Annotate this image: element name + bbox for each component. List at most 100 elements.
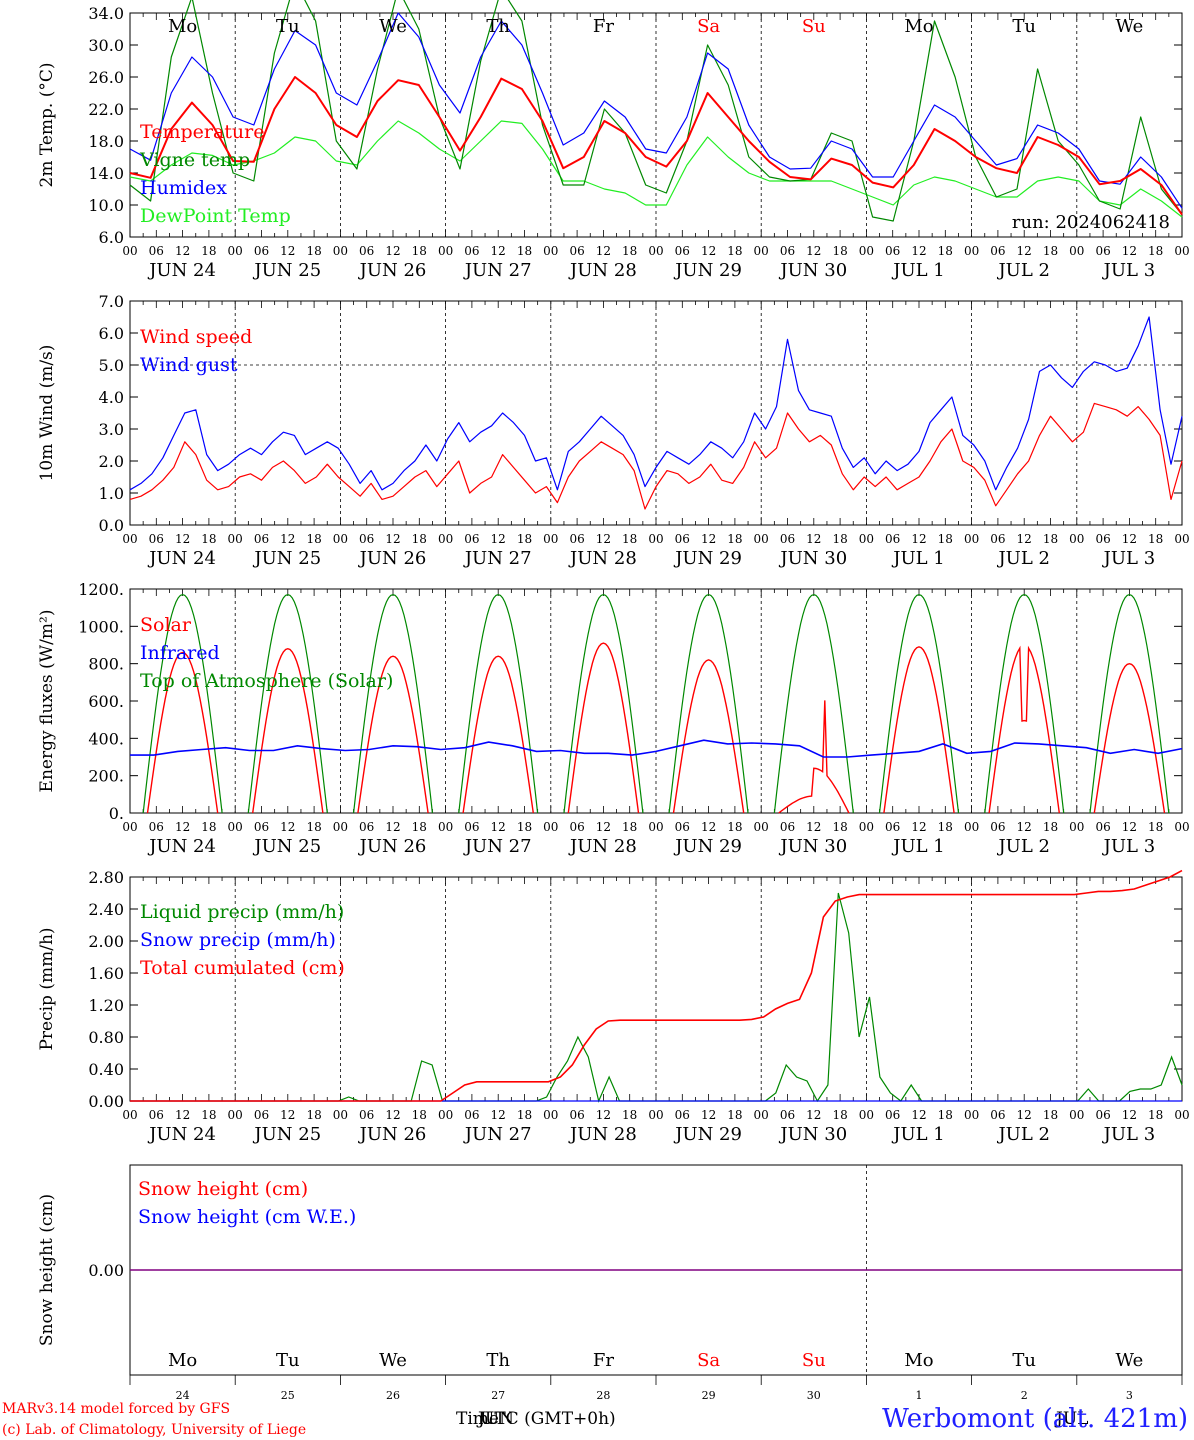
energy-hour-tick-label: 06 — [359, 820, 374, 834]
temperature-hour-tick-label: 18 — [1043, 244, 1058, 258]
temperature-day-name: Mo — [904, 16, 933, 37]
wind-hour-tick-label: 06 — [359, 532, 374, 546]
energy-y-tick-label: 400. — [88, 729, 124, 748]
precip-y-tick-label: 2.80 — [88, 868, 124, 887]
energy-series-toa-day — [1089, 593, 1170, 814]
temperature-hour-tick-label: 12 — [1122, 244, 1137, 258]
precip-date-label: JUN 30 — [778, 1124, 847, 1145]
precip-hour-tick-label: 06 — [569, 1108, 584, 1122]
wind-hour-tick-label: 06 — [675, 532, 690, 546]
temperature-hour-tick-label: 00 — [859, 244, 874, 258]
energy-hour-tick-label: 00 — [648, 820, 663, 834]
temperature-date-label: JUN 29 — [673, 260, 742, 281]
wind-hour-tick-label: 00 — [228, 532, 243, 546]
temperature-hour-tick-label: 06 — [780, 244, 795, 258]
wind-hour-tick-label: 00 — [1069, 532, 1084, 546]
wind-hour-tick-label: 00 — [1174, 532, 1189, 546]
wind-date-label: JUN 25 — [252, 548, 321, 569]
wind-hour-tick-label: 00 — [859, 532, 874, 546]
temperature-legend-entry: Vigne temp — [139, 149, 250, 171]
wind-hour-tick-label: 00 — [438, 532, 453, 546]
energy-series-solar-day — [462, 655, 534, 814]
temperature-hour-tick-label: 06 — [464, 244, 479, 258]
temperature-hour-tick-label: 18 — [938, 244, 953, 258]
wind-y-tick-label: 2.0 — [99, 452, 124, 471]
temperature-hour-tick-label: 00 — [648, 244, 663, 258]
temperature-date-label: JUL 2 — [996, 260, 1050, 281]
wind-hour-tick-label: 18 — [1148, 532, 1163, 546]
precip-hour-tick-label: 00 — [122, 1108, 137, 1122]
temperature-frame — [129, 12, 1183, 238]
precip-hour-tick-label: 18 — [938, 1108, 953, 1122]
snow-day-name: Fr — [593, 1350, 614, 1371]
wind-y-tick-label: 5.0 — [99, 356, 124, 375]
energy-hour-tick-label: 18 — [622, 820, 637, 834]
energy-date-label: JUN 26 — [358, 836, 427, 857]
precip-legend-entry: Snow precip (mm/h) — [140, 929, 336, 951]
wind-hour-tick-label: 18 — [1043, 532, 1058, 546]
energy-hour-tick-label: 06 — [464, 820, 479, 834]
precip-hour-tick-label: 00 — [1174, 1108, 1189, 1122]
energy-hour-tick-label: 00 — [333, 820, 348, 834]
precip-hour-tick-label: 00 — [754, 1108, 769, 1122]
temperature-date-label: JUN 27 — [463, 260, 532, 281]
precip-hour-tick-label: 12 — [175, 1108, 190, 1122]
wind-date-label: JUL 1 — [891, 548, 945, 569]
energy-series-solar-day — [1093, 662, 1166, 814]
temperature-hour-tick-label: 18 — [517, 244, 532, 258]
energy-y-tick-label: 0. — [109, 804, 124, 823]
temperature-hour-tick-label: 12 — [491, 244, 506, 258]
wind-date-label: JUL 2 — [996, 548, 1050, 569]
snow-day-name: We — [379, 1350, 407, 1371]
energy-hour-tick-label: 00 — [228, 820, 243, 834]
temperature-hour-tick-label: 12 — [175, 244, 190, 258]
energy-series-toa-day — [668, 593, 749, 814]
temperature-hour-tick-label: 00 — [122, 244, 137, 258]
wind-hour-tick-label: 12 — [1122, 532, 1137, 546]
energy-date-label: JUL 1 — [891, 836, 945, 857]
precip-hour-tick-label: 06 — [1095, 1108, 1110, 1122]
energy-hour-tick-label: 18 — [727, 820, 742, 834]
panel-wind: 00 06 12 18 00 06 12 18 00 06 12 18 00 06 12 18 00 06 12 18… — [37, 292, 1190, 569]
energy-series-toa-day — [563, 593, 644, 814]
wind-hour-tick-label: 12 — [1017, 532, 1032, 546]
energy-hour-tick-label: 06 — [675, 820, 690, 834]
temperature-hour-tick-label: 12 — [701, 244, 716, 258]
precip-date-label: JUL 1 — [891, 1124, 945, 1145]
snow-day-name: Mo — [168, 1350, 197, 1371]
energy-y-tick-label: 200. — [88, 767, 124, 786]
temperature-hour-tick-label: 12 — [911, 244, 926, 258]
wind-hour-tick-label: 18 — [201, 532, 216, 546]
panel-energy: 00 06 12 18 00 06 12 18 00 06 12 18 00 06 12 18 00 06 12 18… — [37, 580, 1190, 857]
energy-legend-entry: Infrared — [140, 642, 220, 664]
wind-hour-tick-label: 18 — [517, 532, 532, 546]
wind-hour-tick-label: 06 — [885, 532, 900, 546]
temperature-hour-tick-label: 18 — [832, 244, 847, 258]
wind-hour-tick-label: 12 — [175, 532, 190, 546]
wind-y-tick-label: 7.0 — [99, 292, 124, 311]
precip-y-tick-label: 1.20 — [88, 996, 124, 1015]
temperature-y-tick-label: 10.0 — [88, 196, 124, 215]
precip-legend-entry: Total cumulated (cm) — [140, 957, 345, 979]
energy-series-solar-day — [988, 645, 1060, 814]
precip-hour-tick-label: 06 — [464, 1108, 479, 1122]
temperature-y-axis-label: 2m Temp. (°C) — [37, 62, 57, 187]
temperature-hour-tick-label: 06 — [885, 244, 900, 258]
snow-day-number: 27 — [491, 1389, 505, 1402]
precip-y-tick-label: 1.60 — [88, 964, 124, 983]
temperature-date-label: JUN 30 — [778, 260, 847, 281]
precip-hour-tick-label: 06 — [359, 1108, 374, 1122]
precip-hour-tick-label: 18 — [1148, 1108, 1163, 1122]
energy-series-toa-day — [247, 593, 328, 814]
energy-series-toa-day — [142, 593, 223, 814]
precip-hour-tick-label: 18 — [1043, 1108, 1058, 1122]
energy-series-solar-day — [778, 700, 850, 814]
energy-series-solar-day — [883, 646, 955, 814]
temperature-series-vigne-temp — [129, 0, 1183, 222]
snow-legend-entry: Snow height (cm) — [138, 1178, 308, 1200]
snow-day-number: 24 — [176, 1389, 190, 1402]
snow-day-number: 1 — [916, 1389, 923, 1402]
wind-hour-tick-label: 18 — [832, 532, 847, 546]
temperature-day-name: We — [379, 16, 407, 37]
station-name: Werbomont (alt. 421m) — [882, 1404, 1188, 1434]
